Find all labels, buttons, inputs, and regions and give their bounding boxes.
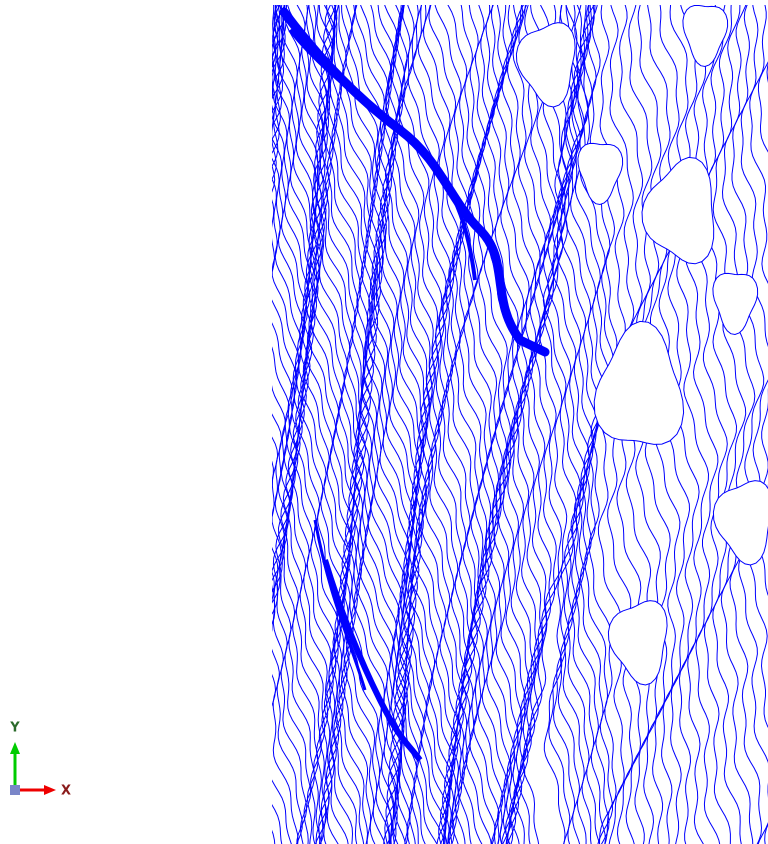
z-axis-box xyxy=(10,785,20,795)
viewport: Y X xyxy=(0,0,768,844)
y-label: Y xyxy=(9,721,20,736)
x-label: X xyxy=(61,784,71,799)
page: Y X (() => { const data = JSON.parse(doc… xyxy=(0,0,768,844)
